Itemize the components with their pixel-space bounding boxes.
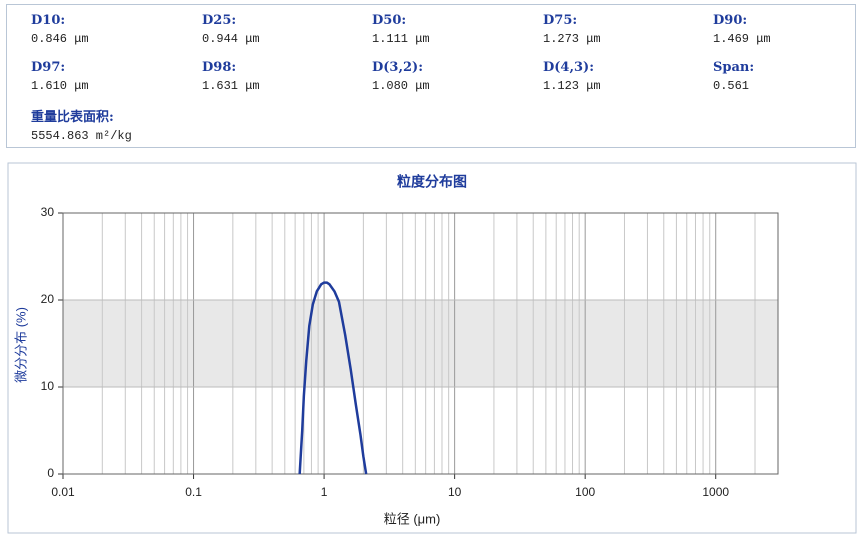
- x-tick-label: 10: [448, 485, 462, 499]
- stat-value: 0.846 μm: [31, 32, 89, 46]
- stat-label: D50:: [372, 13, 407, 28]
- stat-value: 1.080 μm: [372, 79, 430, 93]
- stat-cell: Span: 0.561: [713, 60, 864, 93]
- stat-cell: D97: 1.610 μm: [31, 60, 191, 93]
- stats-panel: D10: 0.846 μm D25: 0.944 μm D50: 1.111 μm D75:…: [6, 4, 856, 148]
- stat-value: 5554.863 m²/kg: [31, 129, 132, 143]
- x-tick-label: 1000: [702, 485, 729, 499]
- chart-title: 粒度分布图: [397, 174, 467, 190]
- shaded-band: [63, 300, 778, 387]
- x-axis-label: 粒径 (μm): [384, 511, 441, 526]
- stat-value: 1.631 μm: [202, 79, 260, 93]
- stat-cell: D98: 1.631 μm: [202, 60, 362, 93]
- stat-cell: 重量比表面积: 5554.863 m²/kg: [31, 106, 191, 143]
- x-tick-label: 100: [575, 485, 595, 499]
- stat-value: 1.469 μm: [713, 32, 771, 46]
- stat-cell: D50: 1.111 μm: [372, 13, 532, 46]
- stat-cell: D25: 0.944 μm: [202, 13, 362, 46]
- stat-value: 0.944 μm: [202, 32, 260, 46]
- chart-frame: [7, 162, 857, 534]
- y-tick-label: 20: [41, 292, 55, 306]
- y-tick-label: 30: [41, 205, 55, 219]
- stat-value: 1.123 μm: [543, 79, 601, 93]
- stat-cell: D75: 1.273 μm: [543, 13, 703, 46]
- stat-cell: D(3,2): 1.080 μm: [372, 60, 532, 93]
- stat-label: Span:: [713, 60, 755, 75]
- stat-label: D97:: [31, 60, 66, 75]
- stat-cell: D90: 1.469 μm: [713, 13, 864, 46]
- stat-label: D25:: [202, 13, 237, 28]
- stat-value: 1.111 μm: [372, 32, 430, 46]
- stat-label: D10:: [31, 13, 66, 28]
- x-tick-label: 1: [321, 485, 328, 499]
- stat-label: D98:: [202, 60, 237, 75]
- y-axis-label: 微分分布 (%): [13, 307, 28, 383]
- stat-label: D(3,2):: [372, 60, 423, 75]
- stat-cell: D10: 0.846 μm: [31, 13, 191, 46]
- stat-value: 1.610 μm: [31, 79, 89, 93]
- stat-value: 1.273 μm: [543, 32, 601, 46]
- data-line: [298, 281, 368, 475]
- y-tick-label: 0: [47, 466, 54, 480]
- stat-label: 重量比表面积:: [31, 110, 114, 125]
- x-tick-label: 0.1: [185, 485, 202, 499]
- stat-cell: D(4,3): 1.123 μm: [543, 60, 703, 93]
- y-tick-label: 10: [41, 379, 55, 393]
- stat-value: 0.561: [713, 79, 750, 93]
- x-tick-label: 0.01: [51, 485, 75, 499]
- stat-label: D90:: [713, 13, 748, 28]
- stat-label: D75:: [543, 13, 578, 28]
- stat-label: D(4,3):: [543, 60, 594, 75]
- plot-frame: [62, 212, 779, 475]
